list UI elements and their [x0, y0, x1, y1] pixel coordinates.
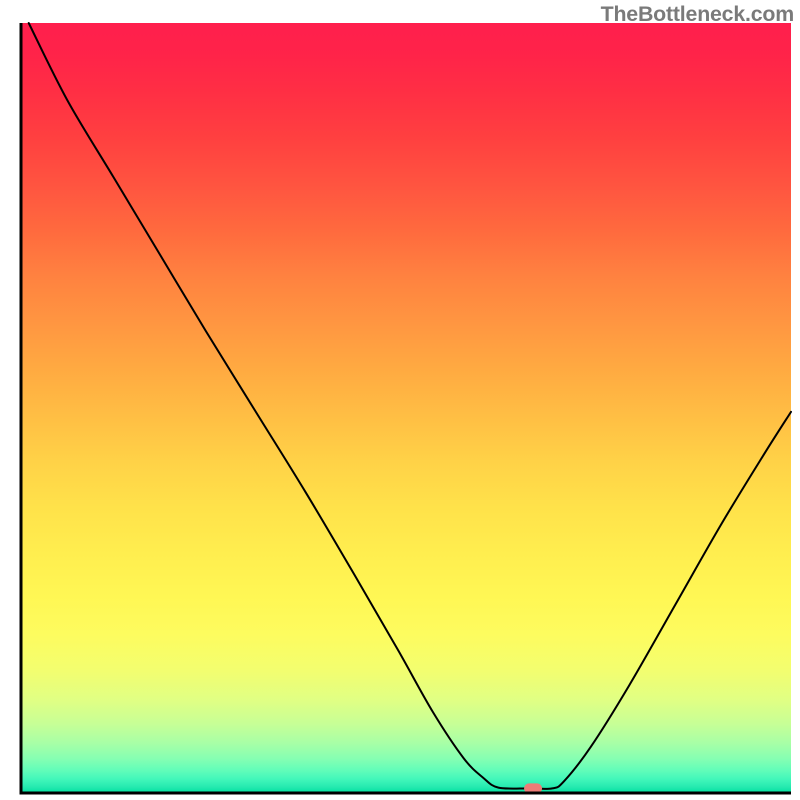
chart-container: TheBottleneck.com [0, 0, 800, 800]
chart-background [21, 23, 791, 793]
watermark-text: TheBottleneck.com [601, 2, 794, 27]
bottleneck-chart [0, 0, 800, 800]
